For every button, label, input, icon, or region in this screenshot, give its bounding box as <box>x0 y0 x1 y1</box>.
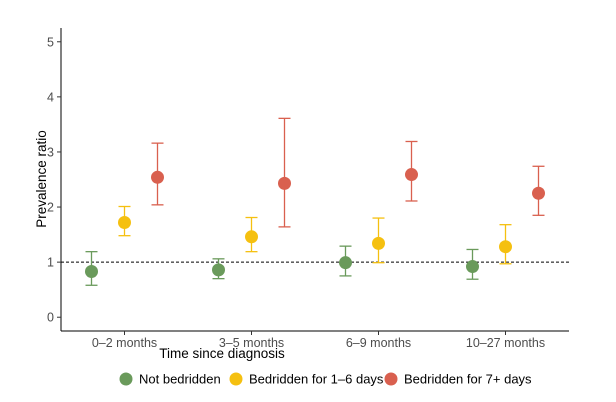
x-axis-ticks: 0–2 months 3–5 months 6–9 months 10–27 mont… <box>92 331 545 350</box>
legend-swatch <box>384 372 398 386</box>
legend-label: Bedridden for 1–6 days <box>249 372 384 387</box>
legend-item: Bedridden for 7+ days <box>384 372 532 387</box>
data-point <box>339 256 352 270</box>
data-point <box>372 236 385 250</box>
y-tick-label: 2 <box>47 201 54 215</box>
data-point <box>278 176 291 190</box>
x-axis-title: Time since diagnosis <box>159 346 285 361</box>
x-tick-label: 10–27 months <box>466 336 545 350</box>
data-point <box>212 263 225 277</box>
error-bar <box>278 117 291 228</box>
data-point <box>151 170 164 184</box>
y-axis-title: Prevalence ratio <box>34 130 49 228</box>
series-marks <box>85 117 545 286</box>
legend: Not bedridden Bedridden for 1–6 days Bedri… <box>119 372 532 387</box>
x-tick-label: 3–5 months <box>219 336 284 350</box>
legend-label: Not bedridden <box>139 372 221 387</box>
y-tick-label: 5 <box>47 35 54 49</box>
y-tick-label: 4 <box>47 90 54 104</box>
legend-item: Bedridden for 1–6 days <box>229 372 384 387</box>
data-point <box>405 168 418 182</box>
x-tick-label: 0–2 months <box>92 336 157 350</box>
y-tick-label: 0 <box>47 311 54 325</box>
legend-swatch <box>119 372 133 386</box>
legend-swatch <box>229 372 243 386</box>
y-tick-label: 1 <box>47 256 54 270</box>
data-point <box>85 265 98 279</box>
data-point <box>245 230 258 244</box>
data-point <box>466 260 479 274</box>
legend-item: Not bedridden <box>119 372 221 387</box>
y-tick-label: 3 <box>47 145 54 159</box>
data-point <box>118 215 131 229</box>
x-tick-label: 6–9 months <box>346 336 411 350</box>
y-axis-ticks: 0 1 2 3 4 5 <box>47 35 61 325</box>
data-point <box>499 240 512 254</box>
data-point <box>532 186 545 200</box>
legend-label: Bedridden for 7+ days <box>404 372 532 387</box>
